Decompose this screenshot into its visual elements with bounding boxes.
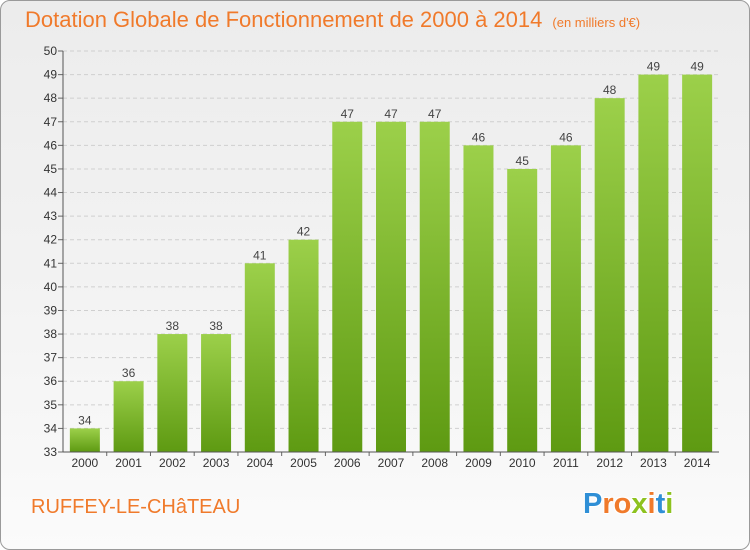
chart-unit: (en milliers d'€) [552,15,641,30]
value-labels: 34 36 38 38 41 42 47 47 47 46 45 46 48 49 49 [78,60,704,428]
x-tick-label: 2009 [465,456,492,470]
bar-2011 [550,145,581,452]
bar-2009 [463,145,494,452]
value-label: 34 [78,413,92,427]
y-tick-label: 40 [44,280,58,294]
bar-2005 [288,239,319,452]
value-label: 36 [122,366,136,380]
y-tick-label: 33 [44,445,58,459]
y-tick-label: 36 [44,374,58,388]
y-tick-label: 38 [44,327,58,341]
y-axis-ticks: 33 34 35 36 37 38 39 40 41 42 43 44 45 46 47 48 49 50 [44,44,63,459]
x-tick-label: 2004 [246,456,273,470]
y-tick-label: 44 [44,186,58,200]
value-label: 47 [341,107,355,121]
value-label: 45 [516,154,530,168]
bar-2002 [157,334,188,452]
logo-letter: i [647,488,656,520]
proxiti-logo: Proxiti [583,488,673,521]
x-tick-label: 2001 [115,456,142,470]
bar-2010 [507,168,538,453]
y-tick-label: 37 [44,351,58,365]
value-label: 38 [166,319,180,333]
logo-letter: o [613,488,632,520]
x-axis-ticks: 2000 2001 2002 2003 2004 2005 2006 2007 2008 2009… [72,452,711,470]
y-tick-label: 39 [44,303,58,317]
bar-2008 [419,121,450,452]
logo-letter: P [583,488,603,520]
bars [69,74,713,453]
bar-2012 [594,98,625,453]
value-label: 46 [472,130,486,144]
bar-2007 [376,121,406,452]
value-label: 42 [297,225,311,239]
value-label: 38 [209,319,223,333]
x-tick-label: 2007 [378,456,405,470]
city-name: RUFFEY-LE-CHâTEAU [31,496,241,518]
x-tick-label: 2003 [203,456,230,470]
axes [62,51,719,453]
value-label: 46 [559,130,573,144]
y-tick-label: 45 [44,162,58,176]
bar-2006 [332,121,363,452]
x-tick-label: 2014 [684,456,711,470]
x-tick-label: 2010 [509,456,536,470]
value-label: 47 [384,107,398,121]
logo-letter: r [602,488,614,520]
y-tick-label: 48 [44,91,58,105]
x-tick-label: 2000 [72,456,99,470]
x-tick-label: 2013 [640,456,667,470]
bar-2004 [244,263,275,452]
y-tick-label: 35 [44,398,58,412]
value-label: 48 [603,83,617,97]
logo-letter: t [655,488,666,520]
x-tick-label: 2012 [596,456,623,470]
value-label: 49 [690,60,704,74]
logo-letter: i [665,488,674,520]
logo-letter: x [631,488,648,520]
bar-2001 [113,381,144,452]
x-tick-label: 2008 [421,456,448,470]
y-tick-label: 43 [44,209,58,223]
value-label: 41 [253,248,267,262]
y-tick-label: 41 [44,256,58,270]
bar-2003 [201,334,232,452]
bar-2013 [638,74,669,453]
y-tick-label: 46 [44,138,58,152]
bar-2014 [682,74,713,453]
y-tick-label: 50 [44,44,58,58]
y-tick-label: 34 [44,421,58,435]
value-label: 49 [647,60,661,74]
x-tick-label: 2006 [334,456,361,470]
x-tick-label: 2011 [553,456,579,470]
y-tick-label: 42 [44,233,58,247]
bar-2000 [69,428,100,452]
x-tick-label: 2002 [159,456,186,470]
y-tick-label: 47 [44,115,58,129]
y-tick-label: 49 [44,68,58,82]
chart-title-text: Dotation Globale de Fonctionnement de 20… [25,7,543,32]
x-tick-label: 2005 [290,456,317,470]
value-label: 47 [428,107,442,121]
chart-title: Dotation Globale de Fonctionnement de 20… [25,7,640,33]
